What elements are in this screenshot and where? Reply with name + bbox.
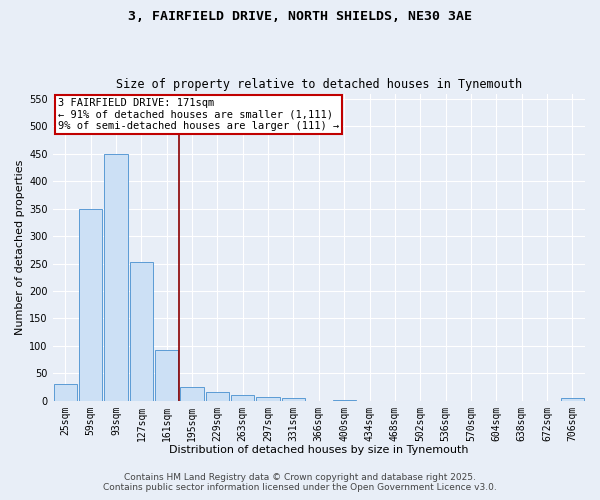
Bar — [155, 350, 178, 401]
Bar — [53, 384, 77, 400]
Bar — [181, 387, 204, 400]
Bar — [130, 262, 153, 400]
Bar — [231, 395, 254, 400]
X-axis label: Distribution of detached houses by size in Tynemouth: Distribution of detached houses by size … — [169, 445, 469, 455]
Text: 3 FAIRFIELD DRIVE: 171sqm
← 91% of detached houses are smaller (1,111)
9% of sem: 3 FAIRFIELD DRIVE: 171sqm ← 91% of detac… — [58, 98, 339, 132]
Title: Size of property relative to detached houses in Tynemouth: Size of property relative to detached ho… — [116, 78, 522, 91]
Bar — [282, 398, 305, 400]
Bar — [560, 398, 584, 400]
Y-axis label: Number of detached properties: Number of detached properties — [15, 160, 25, 335]
Text: Contains HM Land Registry data © Crown copyright and database right 2025.
Contai: Contains HM Land Registry data © Crown c… — [103, 473, 497, 492]
Bar — [104, 154, 128, 400]
Bar — [256, 398, 280, 400]
Bar — [206, 392, 229, 400]
Text: 3, FAIRFIELD DRIVE, NORTH SHIELDS, NE30 3AE: 3, FAIRFIELD DRIVE, NORTH SHIELDS, NE30 … — [128, 10, 472, 23]
Bar — [79, 208, 103, 400]
